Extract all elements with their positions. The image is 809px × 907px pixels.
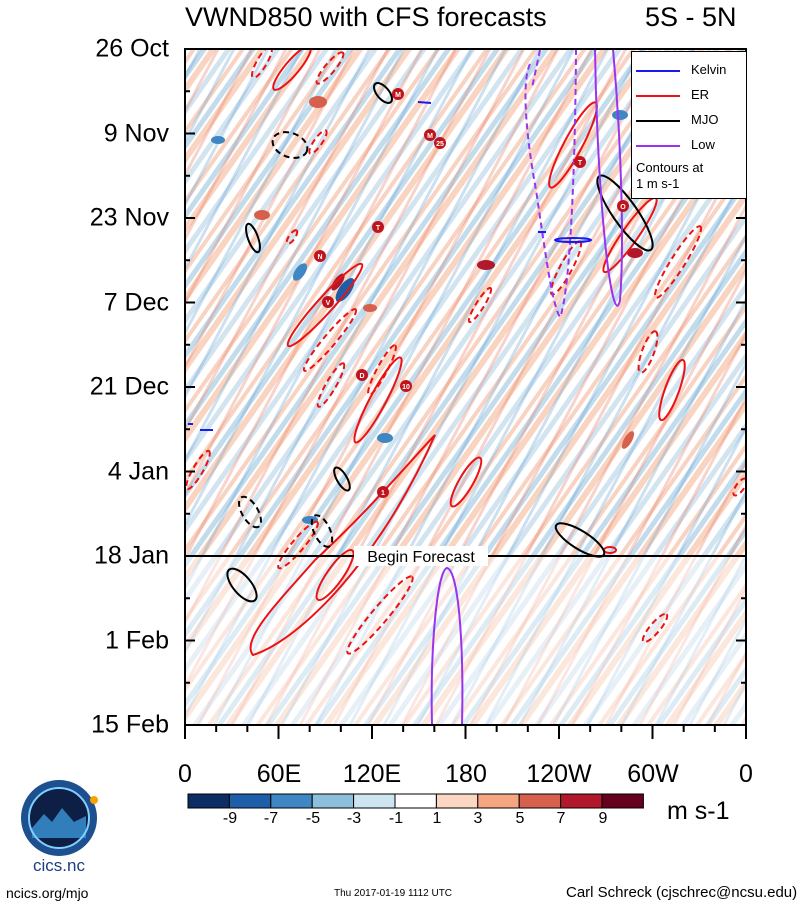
legend-note: Contours at 1 m s-1 — [636, 160, 704, 191]
svg-text:D: D — [359, 373, 364, 380]
svg-text:10: 10 — [402, 384, 410, 391]
low-contours — [430, 49, 623, 725]
colorbar — [187, 793, 644, 809]
cics-nc-logo: cics.nc — [21, 780, 98, 874]
footer-timestamp: Thu 2017-01-19 1112 UTC — [334, 888, 453, 899]
mjo-contours-dashed — [238, 131, 334, 548]
storm-marker: 10 — [400, 380, 412, 392]
forecast-label: Begin Forecast — [367, 549, 475, 566]
colorbar-swatch — [560, 793, 603, 809]
storm-marker: N — [314, 250, 326, 262]
er-contours-dashed — [185, 49, 746, 655]
svg-text:1: 1 — [381, 490, 385, 497]
chart-title: VWND850 with CFS forecasts — [185, 2, 547, 32]
logo-text: cics.nc — [33, 856, 85, 874]
x-tick-label: 180 — [445, 760, 487, 788]
colorbar-tick: -5 — [305, 810, 321, 827]
x-tick-label: 0 — [178, 760, 192, 788]
colorbar-swatch — [270, 793, 313, 809]
x-tick-label: 60W — [627, 760, 679, 788]
svg-text:T: T — [376, 225, 381, 232]
storm-marker: 25 — [434, 137, 446, 149]
region-label: 5S - 5N — [645, 2, 737, 32]
colorbar-tick: -3 — [346, 810, 362, 827]
colorbar-tick: -9 — [222, 810, 238, 827]
colorbar-tick: -7 — [263, 810, 279, 827]
svg-text:M: M — [427, 133, 433, 140]
colorbar-units: m s-1 — [667, 797, 730, 825]
storm-marker: T — [372, 221, 384, 233]
legend: Kelvin ER MJO Low Contours at 1 m s-1 — [631, 51, 747, 199]
colorbar-swatch — [394, 793, 437, 809]
storm-marker: O — [617, 200, 629, 212]
colorbar-swatch — [477, 793, 520, 809]
svg-text:T: T — [578, 160, 583, 167]
colorbar-swatch — [435, 793, 479, 809]
y-tick-label: 18 Jan — [93, 541, 169, 570]
y-tick-label: 26 Oct — [95, 34, 169, 63]
storm-marker: T — [574, 156, 586, 168]
colorbar-tick: 1 — [432, 810, 442, 827]
storm-marker: 1 — [377, 486, 389, 498]
y-tick-label: 9 Nov — [103, 119, 169, 148]
x-tick-label: 120W — [526, 760, 592, 788]
colorbar-tick: 9 — [598, 810, 608, 827]
footer-author: Carl Schreck (cjschrec@ncsu.edu) — [566, 884, 798, 901]
y-tick-label: 15 Feb — [91, 710, 169, 739]
storm-markers: M M 25 T O T N V D 10 1 — [314, 88, 629, 498]
colorbar-swatch — [353, 793, 396, 809]
colorbar-tick: -1 — [388, 810, 404, 827]
kelvin-contours — [188, 101, 592, 431]
storm-marker: M — [392, 88, 404, 100]
svg-text:25: 25 — [436, 141, 444, 148]
svg-text:M: M — [395, 92, 401, 99]
colorbar-swatch — [228, 793, 272, 809]
colorbar-swatch — [187, 793, 230, 809]
x-tick-label: 60E — [256, 760, 302, 788]
low-contours-dashed — [524, 49, 577, 320]
x-axis-ticks — [184, 725, 747, 739]
storm-marker: M — [424, 129, 436, 141]
y-tick-label: 7 Dec — [103, 288, 169, 317]
y-tick-label: 4 Jan — [107, 457, 169, 486]
y-tick-label: 1 Feb — [105, 626, 169, 655]
colorbar-swatch — [311, 793, 355, 809]
svg-text:V: V — [326, 300, 331, 307]
anomaly-blobs — [211, 96, 643, 524]
y-axis-ticks — [185, 48, 746, 726]
y-tick-label: 23 Nov — [89, 203, 169, 232]
x-tick-label: 120E — [342, 760, 402, 788]
svg-text:O: O — [620, 204, 626, 211]
svg-text:N: N — [317, 254, 322, 261]
x-tick-label: 0 — [739, 760, 753, 788]
colorbar-swatch — [601, 793, 644, 809]
storm-marker: D — [356, 369, 368, 381]
y-tick-label: 21 Dec — [89, 372, 169, 401]
colorbar-tick: 3 — [473, 810, 483, 827]
storm-marker: V — [322, 296, 334, 308]
er-contours — [249, 49, 686, 657]
colorbar-tick: 7 — [556, 810, 566, 827]
mjo-contours — [226, 82, 654, 603]
colorbar-swatch — [518, 793, 562, 809]
colorbar-tick: 5 — [515, 810, 525, 827]
footer-url: ncics.org/mjo — [6, 885, 89, 901]
